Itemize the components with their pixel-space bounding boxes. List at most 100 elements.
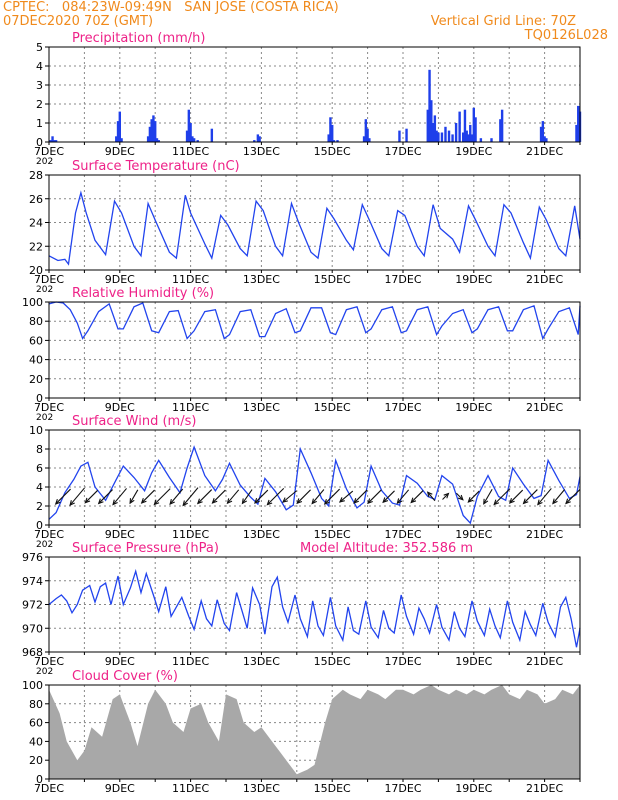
temp-ytick-label: 24 (29, 217, 43, 230)
precip-bar (187, 109, 191, 142)
wind-ytick-label: 8 (36, 443, 43, 456)
precip-bar (541, 121, 545, 142)
wind-arrow-shaft (396, 489, 410, 504)
cloud-frame (48, 684, 581, 780)
precip-title: Precipitation (mm/h) (72, 31, 205, 46)
wind-arrow-shaft (182, 487, 199, 506)
wind-arrow (382, 490, 395, 504)
cloud-xtick-label: 17DEC (384, 782, 421, 795)
wind-arrow (84, 489, 99, 504)
wind-arrow (97, 489, 113, 505)
wind-arrow (112, 488, 127, 506)
wind-arrow-shaft (324, 488, 341, 505)
rh-ytick-label: 100 (22, 296, 43, 309)
wind-arrow (426, 491, 436, 502)
pressure-xtick-label: 21DEC (526, 655, 563, 668)
precip-bar (430, 100, 433, 142)
wind-arrow-head (353, 498, 359, 504)
wind-arrow-shaft (141, 489, 155, 504)
wind-arrow (456, 492, 464, 501)
wind-arrow-head (382, 497, 389, 504)
wind-arrow (442, 492, 450, 500)
precip-bar (152, 115, 155, 142)
precip-bar (463, 109, 467, 142)
wind-arrow (296, 489, 311, 505)
precip-bar (157, 140, 160, 142)
precip-ytick-label: 4 (36, 60, 43, 73)
cloud-area (49, 685, 580, 779)
wind-title: Surface Wind (m/s) (72, 414, 196, 429)
temp-xtick-label: 17DEC (384, 273, 421, 286)
wind-arrow-shaft (254, 489, 269, 504)
wind-arrow (182, 487, 199, 507)
wind-arrow-shaft (84, 489, 99, 504)
precip-bar (426, 109, 429, 142)
wind-arrow (338, 490, 354, 503)
cloud-xtick-label: 19DEC (455, 782, 492, 795)
precip-bar (253, 140, 256, 142)
cloud-xtick-label: 13DEC (243, 782, 280, 795)
precip-bar (115, 136, 118, 142)
wind-xtick-label: 9DEC (105, 528, 135, 541)
wind-xtick-label: 11DEC (172, 528, 209, 541)
precip-bar (150, 119, 153, 142)
wind-arrow-head (241, 498, 248, 505)
wind-arrow-shaft (353, 489, 368, 504)
wind-arrow-shaft (311, 489, 325, 504)
wind-arrow-shaft (442, 493, 449, 500)
precip-bar (256, 134, 260, 142)
wind-xtick-label: 7DEC (34, 528, 64, 541)
wind-arrow-head (410, 497, 417, 504)
rh-xtick-label: 17DEC (384, 401, 421, 414)
precip-bar (500, 109, 504, 142)
precip-bar (545, 138, 548, 142)
temp-year-fragment: 202 (36, 285, 53, 295)
wind-arrow-head (522, 498, 529, 505)
rh-year-fragment: 202 (36, 413, 53, 423)
pressure-ytick-label: 968 (22, 646, 43, 659)
wind-xtick-label: 19DEC (455, 528, 492, 541)
temp-line (48, 190, 581, 266)
wind-arrow (54, 488, 71, 505)
wind-arrow (140, 489, 155, 504)
rh-xtick-label: 11DEC (172, 401, 209, 414)
wind-arrow-head (565, 498, 571, 505)
wind-arrow-head (537, 499, 543, 506)
cloud-xtick-label: 9DEC (105, 782, 135, 795)
precip-bar (148, 126, 152, 142)
wind-xtick-label: 15DEC (314, 528, 351, 541)
precip-xtick-label: 13DEC (243, 145, 280, 158)
wind-arrow-shaft (267, 487, 285, 506)
precip-bar (428, 69, 431, 142)
precip-bar (490, 138, 493, 142)
header-grid-line: Vertical Grid Line: 70Z (430, 14, 576, 29)
temp-ytick-label: 22 (29, 240, 43, 253)
cloud-title: Cloud Cover (%) (72, 669, 178, 684)
wind-arrow-head (552, 498, 558, 505)
precip-bar (539, 126, 543, 142)
rh-ytick-label: 60 (29, 334, 43, 347)
precip-bar (458, 111, 461, 142)
rh-xtick-label: 21DEC (526, 401, 563, 414)
precip-ytick-label: 1 (36, 117, 43, 130)
wind-xtick-label: 13DEC (243, 528, 280, 541)
cloud-xtick-label: 21DEC (526, 782, 563, 795)
precip-panel: 0 1 2 3 4 5 7DEC 9DEC 11DEC 13DEC 15DEC 17DEC 19DEC 2… (34, 31, 582, 167)
precip-bar (51, 136, 54, 142)
pressure-ytick-label: 970 (22, 622, 43, 635)
wind-arrow (266, 487, 285, 506)
wind-arrow-head (426, 491, 433, 498)
rh-frame (48, 301, 581, 399)
cloud-ytick-label: 60 (29, 717, 43, 730)
wind-arrow-shaft (197, 489, 213, 504)
wind-arrow-head (483, 498, 489, 505)
temp-panel: 20 22 24 26 28 7DEC 9DEC 11DEC 13DEC 15DEC 17DEC 19… (29, 159, 581, 295)
wind-arrow (467, 490, 480, 503)
pressure-ytick-label: 972 (22, 599, 43, 612)
precip-bar (192, 138, 196, 142)
wind-arrow-shaft (212, 489, 226, 504)
wind-arrow-head (396, 498, 403, 505)
pressure-ytick-label: 976 (22, 551, 43, 564)
wind-arrow-shaft (282, 490, 297, 503)
precip-xtick-label: 11DEC (172, 145, 209, 158)
